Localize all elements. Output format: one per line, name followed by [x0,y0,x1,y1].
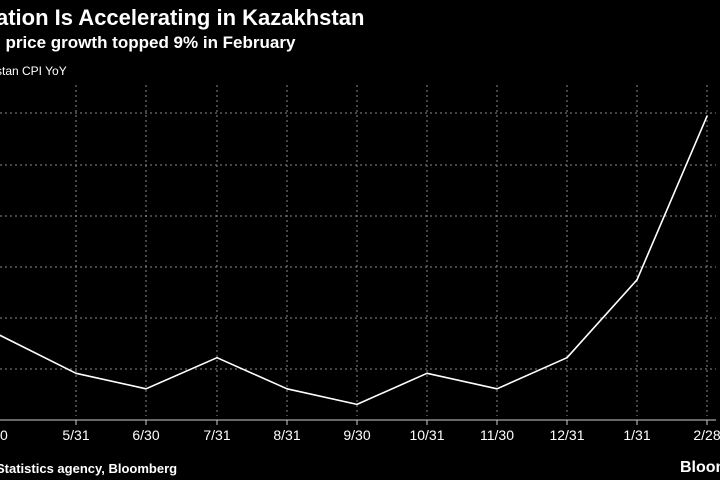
data-point [286,388,288,390]
x-tick-label: 1/31 [623,427,650,443]
x-axis-ticks: /30 5/31 6/30 7/31 8/31 9/30 10/31 11/30 12/31 1/… [0,420,720,443]
x-tick-label: 6/30 [132,427,159,443]
x-tick-label: 5/31 [62,427,89,443]
chart-grid [0,85,716,421]
x-tick-label: 10/31 [409,427,444,443]
chart-title: ation Is Accelerating in Kazakhstan [0,5,365,30]
x-tick-label: 8/31 [273,427,300,443]
data-point [636,279,638,281]
data-point [75,372,77,375]
data-point [145,388,147,390]
chart-subtitle: l price growth topped 9% in February [0,33,296,52]
source-note: Statistics agency, Bloomberg [0,461,178,476]
brand-logo-text: Bloom [680,459,720,476]
x-tick-label: /30 [0,427,8,443]
x-tick-label: 12/31 [549,427,584,443]
data-point [496,388,498,390]
data-point [426,372,428,375]
x-tick-label: 11/30 [480,427,514,443]
series-label: stan CPI YoY [0,64,67,78]
series-group [0,115,708,406]
data-point [216,356,218,359]
series-line [0,115,708,406]
x-tick-label: 9/30 [343,427,370,443]
data-point [356,403,358,406]
data-point [566,356,568,359]
data-point [706,115,708,117]
x-tick-label: 7/31 [203,427,230,443]
x-tick-label: 2/28 [693,427,720,443]
